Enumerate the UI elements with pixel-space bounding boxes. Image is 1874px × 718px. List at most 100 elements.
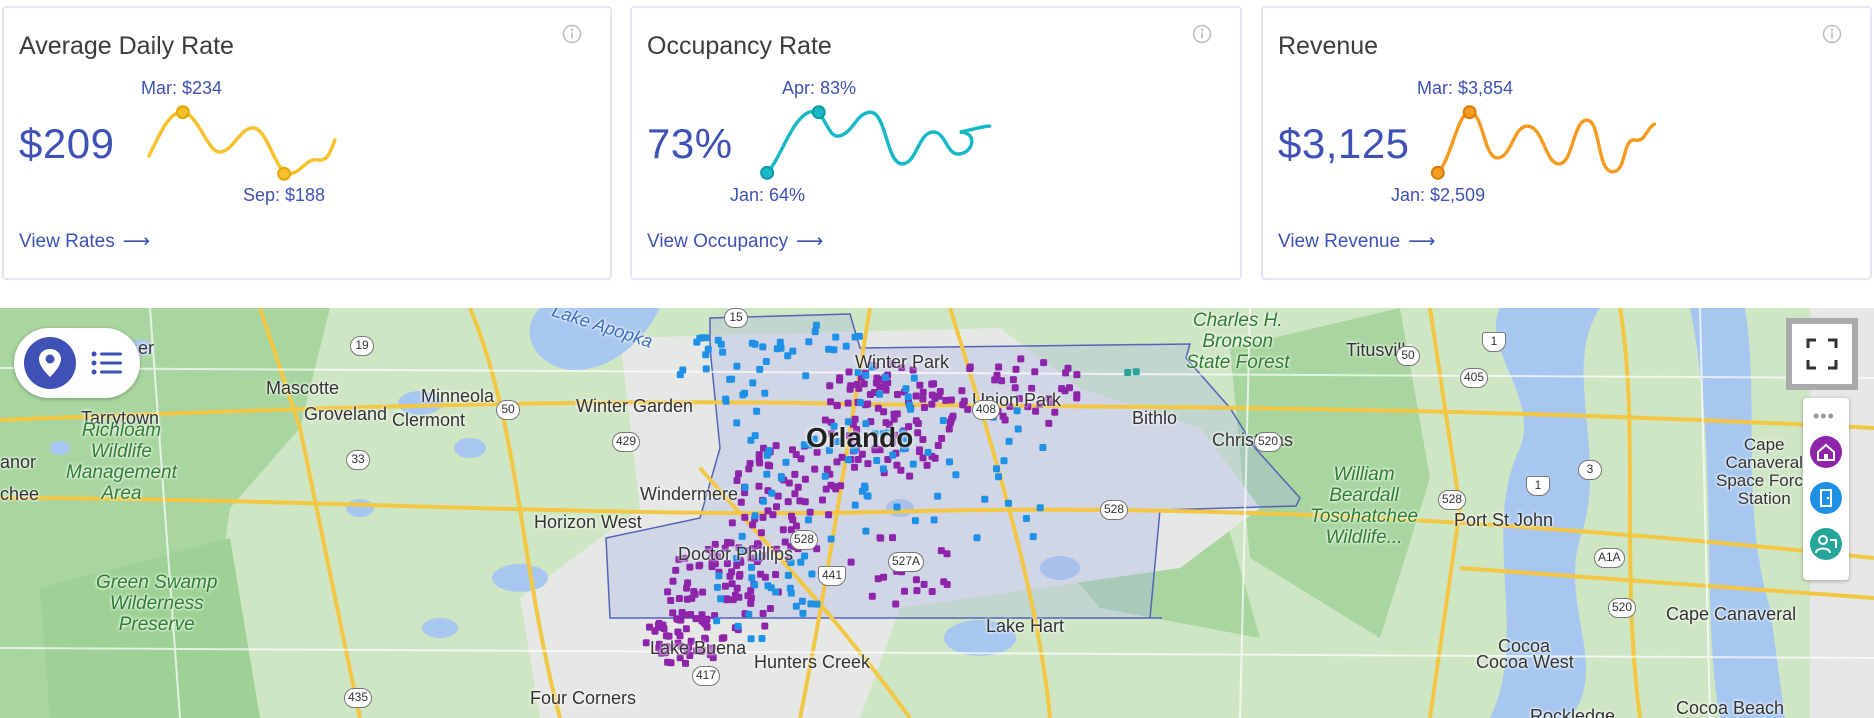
listing-marker[interactable] bbox=[769, 511, 777, 519]
listing-marker[interactable] bbox=[735, 593, 743, 601]
listing-marker[interactable] bbox=[1017, 355, 1025, 363]
listing-marker[interactable] bbox=[784, 498, 792, 506]
listing-marker[interactable] bbox=[747, 635, 755, 643]
listing-marker[interactable] bbox=[902, 443, 910, 451]
listing-marker[interactable] bbox=[833, 458, 841, 466]
listing-marker[interactable] bbox=[934, 442, 942, 449]
listing-marker[interactable] bbox=[759, 343, 767, 351]
listing-marker[interactable] bbox=[868, 363, 876, 371]
listing-marker[interactable] bbox=[964, 405, 972, 413]
listing-marker[interactable] bbox=[702, 365, 710, 373]
listing-marker[interactable] bbox=[642, 639, 650, 647]
listing-marker[interactable] bbox=[766, 462, 774, 470]
listing-marker[interactable] bbox=[714, 583, 721, 591]
listing-marker[interactable] bbox=[1014, 425, 1022, 433]
listing-marker[interactable] bbox=[728, 580, 736, 588]
listing-marker[interactable] bbox=[844, 456, 852, 464]
listing-marker[interactable] bbox=[676, 654, 684, 662]
more-dots-icon[interactable]: ••• bbox=[1813, 406, 1835, 426]
listing-marker[interactable] bbox=[942, 396, 950, 404]
listing-marker[interactable] bbox=[784, 352, 792, 360]
listing-marker[interactable] bbox=[682, 625, 690, 633]
listing-marker[interactable] bbox=[828, 430, 835, 438]
listing-marker[interactable] bbox=[847, 558, 855, 566]
listing-marker[interactable] bbox=[894, 391, 901, 398]
listing-marker[interactable] bbox=[995, 363, 1003, 371]
listing-marker[interactable] bbox=[871, 446, 879, 454]
listing-marker[interactable] bbox=[733, 362, 741, 370]
listing-marker[interactable] bbox=[1045, 395, 1053, 402]
listing-marker[interactable] bbox=[693, 338, 701, 346]
listing-marker[interactable] bbox=[721, 544, 729, 552]
listing-marker[interactable] bbox=[686, 652, 694, 659]
listing-marker[interactable] bbox=[704, 345, 712, 353]
listing-marker[interactable] bbox=[701, 635, 709, 643]
listing-marker[interactable] bbox=[805, 516, 812, 524]
listing-marker[interactable] bbox=[833, 438, 841, 445]
listing-marker[interactable] bbox=[849, 435, 857, 443]
listing-marker[interactable] bbox=[862, 420, 870, 428]
listing-marker[interactable] bbox=[845, 368, 853, 376]
listing-marker[interactable] bbox=[807, 600, 815, 608]
listing-marker[interactable] bbox=[772, 442, 780, 450]
listing-marker[interactable] bbox=[825, 345, 833, 353]
listing-marker[interactable] bbox=[1032, 407, 1040, 415]
listing-marker[interactable] bbox=[695, 562, 703, 570]
listing-marker[interactable] bbox=[913, 587, 921, 595]
listing-marker[interactable] bbox=[676, 371, 684, 379]
listing-marker[interactable] bbox=[910, 374, 918, 382]
listing-marker[interactable] bbox=[767, 584, 775, 592]
listing-marker[interactable] bbox=[876, 534, 884, 542]
listing-marker[interactable] bbox=[827, 535, 835, 543]
listing-marker[interactable] bbox=[749, 545, 756, 553]
listing-marker[interactable] bbox=[782, 458, 790, 466]
listing-marker[interactable] bbox=[760, 497, 767, 505]
listing-marker[interactable] bbox=[755, 451, 763, 459]
listing-marker[interactable] bbox=[952, 471, 960, 479]
listing-marker[interactable] bbox=[1022, 515, 1030, 522]
listing-marker[interactable] bbox=[667, 597, 675, 604]
listing-marker[interactable] bbox=[765, 447, 773, 455]
listing-marker[interactable] bbox=[722, 397, 730, 405]
listing-marker[interactable] bbox=[999, 412, 1007, 420]
listing-marker[interactable] bbox=[832, 333, 840, 341]
listing-marker[interactable] bbox=[741, 389, 749, 397]
listing-marker[interactable] bbox=[879, 465, 887, 473]
listing-marker[interactable] bbox=[1009, 376, 1017, 384]
listing-marker[interactable] bbox=[785, 479, 793, 487]
listing-marker[interactable] bbox=[923, 461, 931, 469]
listing-marker[interactable] bbox=[777, 474, 785, 482]
listing-marker[interactable] bbox=[916, 381, 924, 389]
listing-marker[interactable] bbox=[937, 547, 945, 555]
listing-marker[interactable] bbox=[753, 407, 761, 415]
listing-marker[interactable] bbox=[715, 572, 723, 580]
listing-marker[interactable] bbox=[718, 634, 726, 642]
listing-marker[interactable] bbox=[861, 484, 869, 492]
view-revenue-link[interactable]: View Revenue ⟶ bbox=[1278, 230, 1435, 253]
listing-marker[interactable] bbox=[792, 602, 800, 610]
listing-marker[interactable] bbox=[792, 522, 800, 530]
listing-marker[interactable] bbox=[796, 497, 804, 505]
listing-marker[interactable] bbox=[881, 373, 889, 381]
listing-marker[interactable] bbox=[734, 622, 742, 630]
listing-marker[interactable] bbox=[754, 553, 762, 561]
listing-marker[interactable] bbox=[949, 412, 957, 420]
info-icon[interactable] bbox=[1822, 24, 1842, 44]
listing-marker[interactable] bbox=[1000, 457, 1008, 465]
listing-marker[interactable] bbox=[825, 511, 833, 519]
listing-marker[interactable] bbox=[690, 588, 698, 595]
listing-marker[interactable] bbox=[873, 457, 881, 464]
listing-marker[interactable] bbox=[726, 375, 734, 383]
listing-marker[interactable] bbox=[813, 600, 821, 608]
listing-marker[interactable] bbox=[1015, 395, 1023, 403]
listing-marker[interactable] bbox=[934, 492, 942, 500]
listing-marker[interactable] bbox=[799, 609, 807, 617]
listing-marker[interactable] bbox=[779, 526, 787, 534]
listing-marker[interactable] bbox=[683, 595, 691, 603]
listing-marker[interactable] bbox=[747, 594, 755, 602]
listing-marker[interactable] bbox=[1029, 533, 1037, 541]
listing-marker[interactable] bbox=[698, 334, 706, 342]
listing-marker[interactable] bbox=[801, 475, 809, 483]
listing-marker[interactable] bbox=[774, 492, 782, 500]
listing-marker[interactable] bbox=[902, 385, 910, 393]
